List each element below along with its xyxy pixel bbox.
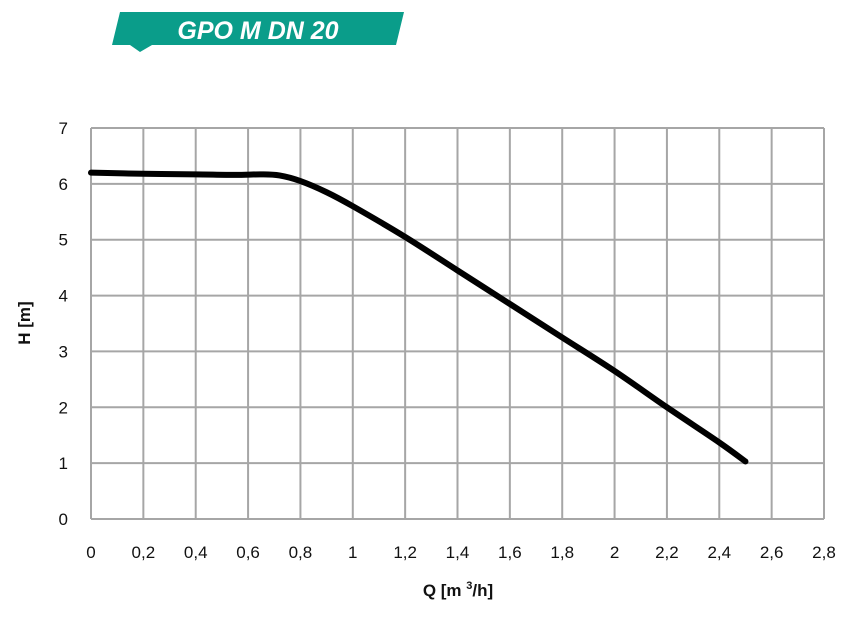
x-tick-label: 2,6 — [760, 543, 784, 562]
x-tick-label: 1,8 — [550, 543, 574, 562]
y-tick-label: 6 — [59, 175, 68, 194]
series-line — [88, 169, 749, 465]
x-tick-label: 0,4 — [184, 543, 208, 562]
y-tick-label: 1 — [59, 454, 68, 473]
x-tick-label: 2,4 — [707, 543, 731, 562]
x-tick-label: 0 — [86, 543, 95, 562]
x-tick-labels: 0 0,2 0,4 0,6 0,8 1 1,2 1,4 1,6 1,8 2 2,2 2,4 2,6 2,8 — [86, 543, 836, 562]
x-axis-title-rest: /h] — [472, 581, 493, 600]
x-axis-title: Q [m 3/h] — [423, 580, 493, 600]
banner-background — [112, 12, 404, 52]
x-tick-label: 2 — [610, 543, 619, 562]
y-tick-label: 4 — [59, 287, 68, 306]
y-tick-label: 5 — [59, 231, 68, 250]
y-tick-label: 0 — [59, 510, 68, 529]
x-tick-label: 1,2 — [393, 543, 417, 562]
y-tick-label: 3 — [59, 342, 68, 361]
y-tick-labels: 0 1 2 3 4 5 6 7 — [59, 119, 68, 529]
y-axis-title: H [m] — [15, 301, 34, 344]
x-tick-label: 1,6 — [498, 543, 522, 562]
x-tick-label: 0,8 — [289, 543, 313, 562]
y-tick-label: 2 — [59, 398, 68, 417]
title-banner: GPO M DN 20 — [112, 12, 404, 52]
x-tick-label: 2,2 — [655, 543, 679, 562]
chart-title: GPO M DN 20 — [177, 17, 338, 45]
series-layer — [88, 169, 749, 465]
x-tick-label: 0,2 — [132, 543, 156, 562]
x-axis-title-superscript: 3 — [466, 580, 472, 592]
y-tick-label: 7 — [59, 119, 68, 138]
x-tick-label: 1 — [348, 543, 357, 562]
grid — [90, 127, 825, 520]
x-tick-label: 2,8 — [812, 543, 836, 562]
x-tick-label: 1,4 — [446, 543, 470, 562]
x-tick-label: 0,6 — [236, 543, 260, 562]
